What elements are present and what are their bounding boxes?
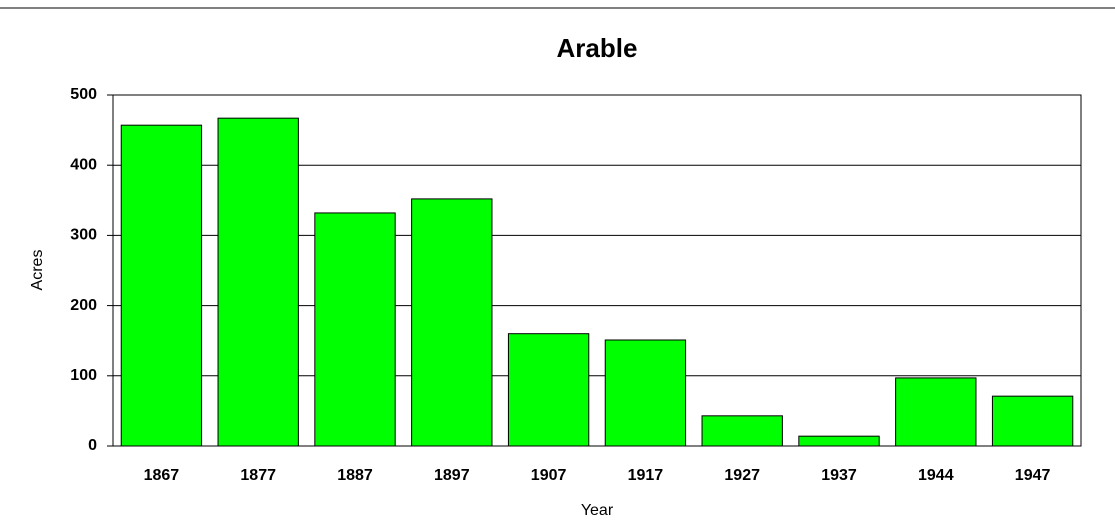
x-tick-label: 1907 bbox=[531, 467, 567, 484]
bar bbox=[411, 198, 493, 447]
bar bbox=[798, 435, 880, 447]
y-tick-label: 500 bbox=[70, 86, 97, 103]
bar bbox=[120, 124, 203, 447]
y-tick-label: 400 bbox=[70, 156, 97, 173]
bar bbox=[701, 415, 783, 447]
chart-title: Arable bbox=[557, 33, 638, 63]
y-axis-label: Acres bbox=[29, 250, 46, 291]
bar bbox=[507, 333, 590, 447]
bar bbox=[217, 117, 299, 447]
x-tick-label: 1944 bbox=[918, 467, 954, 484]
y-tick-label: 300 bbox=[70, 227, 97, 244]
y-tick-label: 0 bbox=[88, 437, 97, 454]
y-tick-label: 200 bbox=[70, 297, 97, 314]
y-tick-label: 100 bbox=[70, 367, 97, 384]
bar bbox=[314, 212, 396, 447]
bar bbox=[895, 377, 977, 447]
x-tick-label: 1917 bbox=[628, 467, 664, 484]
bar bbox=[991, 395, 1074, 447]
x-tick-label: 1877 bbox=[240, 467, 276, 484]
x-tick-label: 1937 bbox=[821, 467, 857, 484]
x-axis-label: Year bbox=[581, 502, 614, 519]
x-tick-label: 1897 bbox=[434, 467, 470, 484]
x-tick-label: 1887 bbox=[337, 467, 373, 484]
x-tick-label: 1927 bbox=[724, 467, 760, 484]
x-tick-label: 1867 bbox=[144, 467, 180, 484]
x-tick-label: 1947 bbox=[1015, 467, 1051, 484]
bar bbox=[604, 339, 687, 447]
